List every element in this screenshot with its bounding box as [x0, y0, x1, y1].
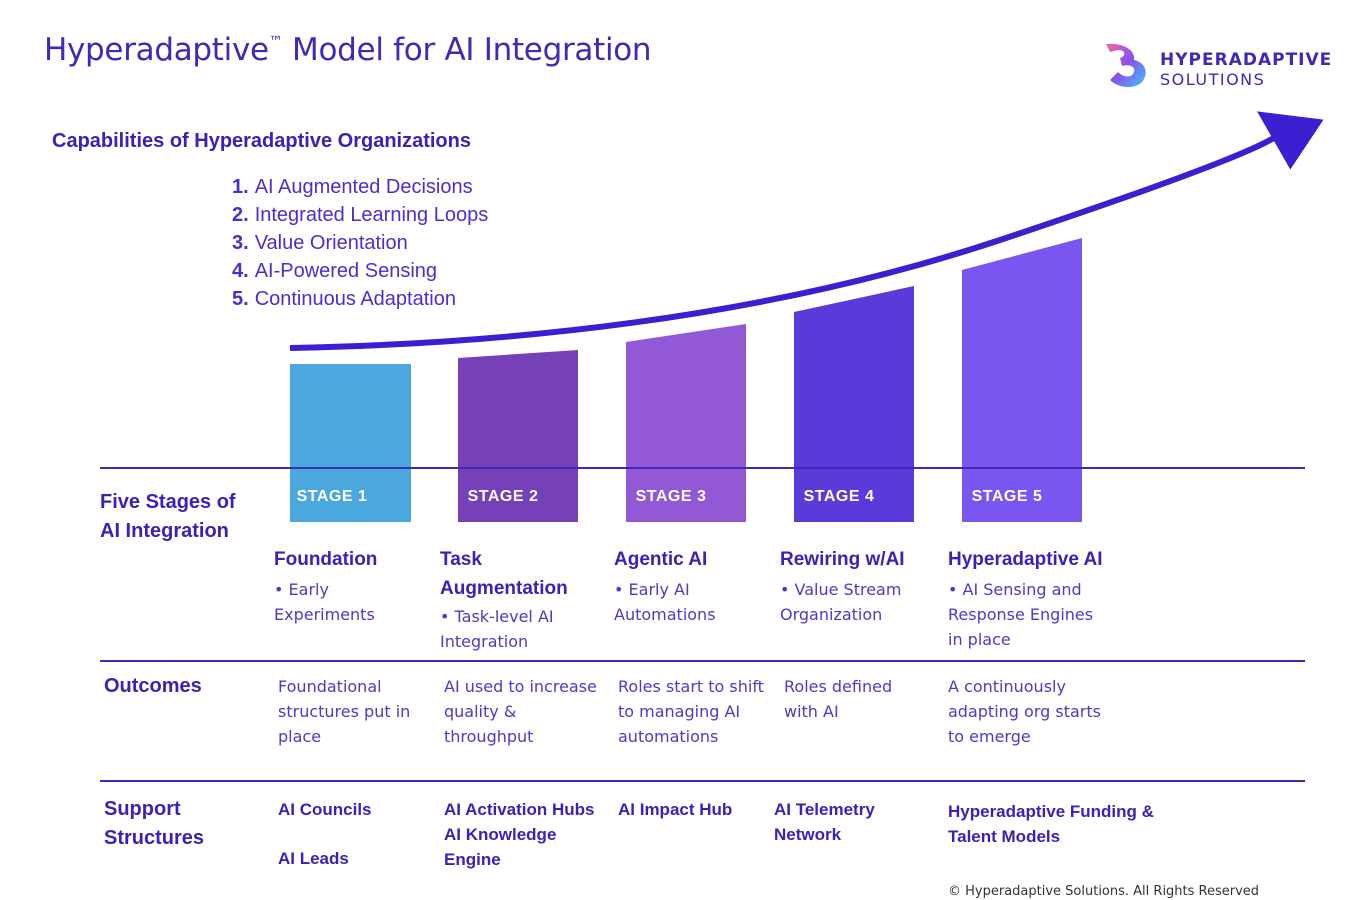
stage-2-name: Task Augmentation — [440, 549, 568, 599]
stage-4-bullet: • Value Stream Organization — [780, 580, 902, 624]
capability-number: 4. — [232, 260, 249, 282]
stage-5-name: Hyperadaptive AI — [948, 549, 1103, 570]
stage-4-name: Rewiring w/AI — [780, 549, 905, 570]
stage-2-outcome: AI used to increase quality & throughput — [444, 677, 597, 746]
stage-2-support: AI Activation Hubs AI Knowledge Engine — [444, 800, 595, 869]
stage-5-support: Hyperadaptive Funding & Talent Models — [948, 802, 1154, 846]
capability-label: AI Augmented Decisions — [254, 176, 473, 198]
page-title: Hyperadaptive™ Model for AI Integration — [44, 32, 652, 68]
logo-text: HYPERADAPTIVE — [1160, 50, 1333, 70]
capability-label: Integrated Learning Loops — [254, 204, 489, 226]
stage-4-bar — [794, 286, 914, 522]
stage-1-bullet: • Early Experiments — [274, 580, 375, 624]
divider-support — [100, 780, 1305, 782]
logo-subtext: SOLUTIONS — [1160, 70, 1266, 89]
stage-1-label: STAGE 1 — [296, 488, 368, 505]
stage-3-outcome: Roles start to shift to managing AI auto… — [618, 677, 764, 746]
capability-item: 2. Integrated Learning Loops — [232, 201, 488, 229]
stage-3-bullet: • Early AI Automations — [614, 580, 716, 624]
support-row-heading: Support Structures — [104, 798, 205, 849]
capability-item: 4. AI-Powered Sensing — [232, 257, 488, 285]
stage-1-support-2: AI Leads — [278, 849, 349, 868]
stage-3-bar — [626, 324, 746, 522]
stage-1-bar — [290, 364, 411, 522]
divider-outcomes — [100, 660, 1305, 662]
stages-row-heading: Five Stages of AI Integration — [100, 491, 236, 542]
capabilities-heading: Capabilities of Hyperadaptive Organizati… — [52, 130, 471, 152]
stage-2-label: STAGE 2 — [467, 488, 539, 505]
capability-label: AI-Powered Sensing — [254, 260, 438, 282]
stage-2-bullet: • Task-level AI Integration — [440, 607, 554, 651]
stage-2-bar — [458, 350, 578, 522]
capability-item: 5. Continuous Adaptation — [232, 285, 488, 313]
copyright-text: © Hyperadaptive Solutions. All Rights Re… — [948, 884, 1260, 899]
logo-icon — [1106, 43, 1146, 88]
capability-number: 5. — [232, 288, 249, 310]
stage-1-outcome: Foundational structures put in place — [278, 677, 411, 746]
stage-5-bar — [962, 238, 1082, 522]
capability-number: 1. — [232, 176, 249, 198]
stage-4-outcome: Roles defined with AI — [784, 677, 893, 721]
capability-number: 3. — [232, 232, 249, 254]
stage-4-support: AI Telemetry Network — [774, 800, 875, 844]
capability-item: 3. Value Orientation — [232, 229, 488, 257]
stage-5-label: STAGE 5 — [971, 488, 1043, 505]
stage-5-bullet: • AI Sensing and Response Engines in pla… — [948, 580, 1094, 649]
stage-5-outcome: A continuously adapting org starts to em… — [948, 677, 1101, 746]
stage-1-support: AI Councils — [278, 800, 372, 819]
capability-label: Continuous Adaptation — [254, 288, 456, 310]
stage-3-support: AI Impact Hub — [618, 800, 733, 819]
growth-arrow — [289, 111, 1324, 351]
capability-label: Value Orientation — [254, 232, 408, 254]
capabilities-list: 1. AI Augmented Decisions 2. Integrated Lea… — [232, 173, 488, 313]
stage-1-name: Foundation — [274, 549, 378, 570]
outcomes-row-heading: Outcomes — [104, 675, 202, 697]
stage-3-label: STAGE 3 — [635, 488, 707, 505]
capability-number: 2. — [232, 204, 249, 226]
stage-3-name: Agentic AI — [614, 549, 708, 570]
capability-item: 1. AI Augmented Decisions — [232, 173, 488, 201]
stage-4-label: STAGE 4 — [803, 488, 875, 505]
